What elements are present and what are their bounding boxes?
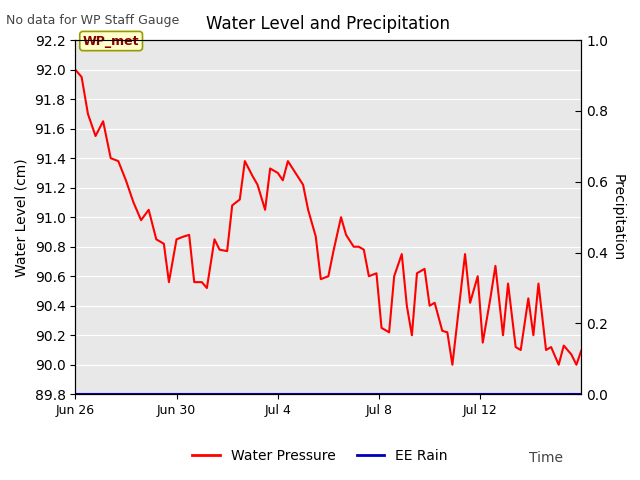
Y-axis label: Water Level (cm): Water Level (cm)	[15, 158, 29, 276]
Legend: Water Pressure, EE Rain: Water Pressure, EE Rain	[186, 443, 454, 468]
Text: No data for WP Staff Gauge: No data for WP Staff Gauge	[6, 14, 180, 27]
Text: WP_met: WP_met	[83, 35, 140, 48]
Text: Time: Time	[529, 451, 563, 465]
Title: Water Level and Precipitation: Water Level and Precipitation	[206, 15, 451, 33]
Y-axis label: Precipitation: Precipitation	[611, 174, 625, 261]
